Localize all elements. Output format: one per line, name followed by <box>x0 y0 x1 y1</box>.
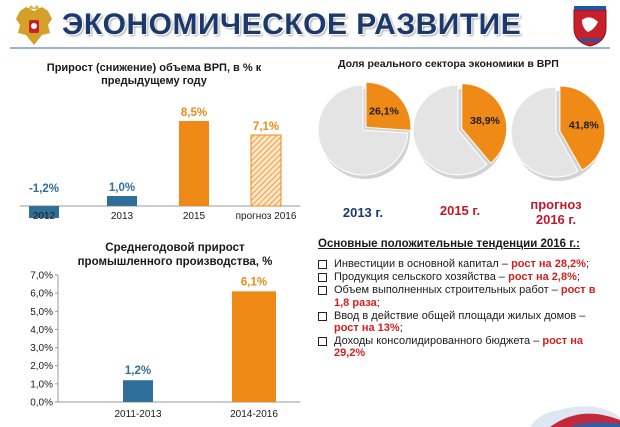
bar <box>123 380 153 402</box>
trend-highlight: рост на 13% <box>334 322 400 335</box>
pie-year-2015: 2015 г. <box>439 203 481 218</box>
trends-title: Основные положительные тенденции 2016 г.… <box>318 238 580 250</box>
pie-label: 38,9% <box>470 115 500 127</box>
trend-item: Доходы консолидированного бюджета – рост… <box>318 335 608 359</box>
pie-year-2016-line2: 2016 г. <box>535 212 577 227</box>
data-label: 1,0% <box>109 182 135 194</box>
industrial-production-chart: 0,0% 1,0% 2,0% 3,0% 4,0% 5,0% 6,0% 7,0% 1,2% 2011… <box>30 271 300 420</box>
bar <box>250 134 282 207</box>
pie-slice-real-sector <box>559 85 606 171</box>
bar <box>179 121 209 206</box>
trend-text: Объем выполненных строительных работ – <box>334 284 561 297</box>
trend-item: Продукция сельского хозяйства – рост на … <box>318 271 608 283</box>
checkbox-icon <box>318 337 327 347</box>
y-tick-label: 2,0% <box>30 361 53 372</box>
data-label: 7,1% <box>253 121 279 133</box>
bar <box>232 291 276 402</box>
real-sector-share-pies: 26,1% 38,9% 41,8% <box>317 81 606 181</box>
trend-highlight: рост на 28,2% <box>511 258 586 270</box>
grp-growth-chart: -1,2% 2012 1,0% 2013 8,5% 2015 7,1% прогноз 201… <box>20 107 300 222</box>
trend-item: Ввод в действие общей площади жилых домо… <box>318 310 608 334</box>
grp-growth-chart-title: Прирост (снижение) объема ВРП, в % к пре… <box>46 62 262 87</box>
pie-slice-real-sector <box>461 83 508 164</box>
industrial-chart-title: Среднегодовой прирост промышленного прои… <box>77 242 273 268</box>
trend-item: Объем выполненных строительных работ – р… <box>318 284 608 309</box>
category-label: прогноз 2016 <box>236 211 297 222</box>
category-label: 2015 <box>183 211 206 222</box>
pie-label: 26,1% <box>369 105 399 117</box>
bar <box>107 196 137 206</box>
bar <box>29 206 59 218</box>
y-tick-label: 7,0% <box>30 271 53 282</box>
data-label: 6,1% <box>241 276 267 288</box>
crimea-map-icon <box>530 406 620 427</box>
data-label: -1,2% <box>29 183 59 195</box>
category-label: 2012 <box>33 211 56 222</box>
pie-slice-other <box>510 86 579 178</box>
y-tick-label: 6,0% <box>30 289 53 300</box>
pie-slice-other <box>412 84 488 176</box>
pie-slice-real-sector <box>365 81 412 131</box>
header-bar: ЭКОНОМИЧЕСКОЕ РАЗВИТИЕ <box>0 0 620 56</box>
pie-slice-other <box>317 84 409 176</box>
checkbox-icon <box>318 286 327 296</box>
russia-coat-of-arms-icon <box>16 5 52 45</box>
pie-year-2016-line1: прогноз <box>530 197 582 212</box>
trend-highlight: рост на 29,2% <box>334 335 583 360</box>
trend-text: Инвестиции в основной капитал – <box>334 258 512 270</box>
trend-highlight: рост в 1,8 раза <box>334 284 596 309</box>
real-sector-share-title: Доля реального сектора экономики в ВРП <box>338 58 559 70</box>
data-label: 8,5% <box>181 107 207 119</box>
pie-label: 41,8% <box>569 120 599 132</box>
checkbox-icon <box>318 273 327 283</box>
trend-text: Доходы консолидированного бюджета – <box>334 335 543 348</box>
category-label: 2011-2013 <box>114 409 162 420</box>
y-tick-label: 1,0% <box>30 379 53 390</box>
data-label: 1,2% <box>125 365 151 377</box>
y-tick-label: 3,0% <box>30 343 53 354</box>
pie-year-2013: 2013 г. <box>342 205 384 220</box>
checkbox-icon <box>318 311 327 321</box>
trend-highlight: рост на 2,8% <box>508 271 577 284</box>
category-label: 2013 <box>111 211 134 222</box>
y-tick-label: 4,0% <box>30 325 53 336</box>
page-title: ЭКОНОМИЧЕСКОЕ РАЗВИТИЕ <box>62 8 522 41</box>
crimea-coat-of-arms-icon <box>573 6 607 47</box>
pie-year-2016-forecast: прогноз 2016 г. <box>520 197 592 227</box>
trends-list: Инвестиции в основной капитал – рост на … <box>318 258 608 361</box>
checkbox-icon <box>318 260 327 269</box>
trend-text: Продукция сельского хозяйства – <box>334 271 509 284</box>
trend-tail: ; <box>399 322 403 335</box>
trend-tail: ; <box>376 296 380 309</box>
header-divider <box>10 47 610 49</box>
y-tick-label: 5,0% <box>30 307 53 318</box>
category-label: 2014-2016 <box>230 409 278 420</box>
y-tick-label: 0,0% <box>30 398 53 409</box>
trend-tail: ; <box>585 258 589 270</box>
trend-item: Инвестиции в основной капитал – рост на … <box>318 258 608 270</box>
trend-text: Ввод в действие общей площади жилых домо… <box>334 309 586 322</box>
trend-tail: ; <box>576 271 580 284</box>
